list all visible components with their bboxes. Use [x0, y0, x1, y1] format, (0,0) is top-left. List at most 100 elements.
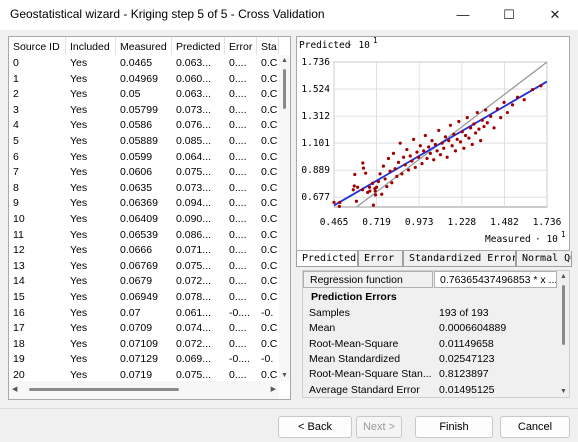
cell-error: 0.... [229, 88, 247, 101]
next-button[interactable]: Next > [356, 416, 402, 438]
back-button[interactable]: < Back [278, 416, 352, 438]
column-header-source-id[interactable]: ︿ Source ID [9, 37, 66, 55]
scroll-up-icon[interactable]: ▲ [560, 273, 567, 280]
y-tick-label: 1.524 [301, 84, 330, 95]
table-row[interactable]: 16 Yes 0.07 0.061... -0.... -0. [9, 306, 279, 322]
tab-normal-qq[interactable]: Normal QQ [516, 251, 572, 267]
data-point [386, 156, 391, 161]
scroll-up-icon[interactable]: ▲ [281, 57, 288, 64]
finish-button[interactable]: Finish [415, 416, 493, 438]
table-row[interactable]: 9 Yes 0.06369 0.094... 0.... 0.C [9, 196, 279, 212]
table-row[interactable]: 1 Yes 0.04969 0.060... 0.... 0.C [9, 72, 279, 88]
data-point [480, 118, 484, 122]
table-vertical-scrollbar[interactable]: ▲ ▼ [279, 55, 290, 381]
table-row[interactable]: 15 Yes 0.06949 0.078... 0.... 0.C [9, 290, 279, 306]
table-row[interactable]: 6 Yes 0.0599 0.064... 0.... 0.C [9, 150, 279, 166]
table-row[interactable]: 19 Yes 0.07129 0.069... -0.... -0. [9, 352, 279, 368]
cell-standardized-error: 0.C [261, 291, 278, 303]
data-point [432, 158, 436, 162]
data-point [396, 160, 401, 164]
cancel-button[interactable]: Cancel [500, 416, 570, 438]
data-point [453, 149, 458, 153]
summary-vertical-scrollbar[interactable]: ▲ ▼ [558, 271, 569, 397]
stat-label: Root-Mean-Square [309, 337, 399, 350]
table-row[interactable]: 8 Yes 0.0635 0.073... 0.... 0.C [9, 181, 279, 197]
table-row[interactable]: 2 Yes 0.05 0.063... 0.... 0.C [9, 87, 279, 103]
tab-predicted[interactable]: Predicted [296, 251, 358, 267]
scroll-thumb[interactable] [562, 285, 565, 345]
table-row[interactable]: 17 Yes 0.0709 0.074... 0.... 0.C [9, 321, 279, 337]
cell-standardized-error: 0.C [261, 150, 278, 163]
x-axis-exponent: · 10 [535, 234, 558, 245]
stat-row: Root-Mean-Square 0.01149658 [303, 337, 557, 353]
cell-predicted: 0.073... [176, 181, 212, 194]
y-tick-label: 0.889 [301, 165, 330, 176]
data-point [412, 137, 416, 141]
table-row[interactable]: 0 Yes 0.0465 0.063... 0.... 0.C [9, 56, 279, 72]
tab-error[interactable]: Error [358, 251, 403, 267]
data-point [539, 84, 543, 88]
table-row[interactable]: 13 Yes 0.06769 0.075... 0.... 0.C [9, 259, 279, 275]
table-row[interactable]: 5 Yes 0.05889 0.085... 0.... 0.C [9, 134, 279, 150]
table-row[interactable]: 4 Yes 0.0586 0.076... 0.... 0.C [9, 118, 279, 134]
scroll-thumb[interactable] [283, 69, 286, 109]
cell-source-id: 19 [13, 353, 25, 366]
cell-predicted: 0.075... [176, 166, 212, 179]
scroll-right-icon[interactable]: ▶ [270, 386, 276, 393]
table-row[interactable]: 3 Yes 0.05799 0.073... 0.... 0.C [9, 103, 279, 119]
table-row[interactable]: 11 Yes 0.06539 0.086... 0.... 0.C [9, 228, 279, 244]
data-point [468, 126, 473, 130]
column-header-predicted[interactable]: Predicted [172, 37, 225, 55]
cell-source-id: 15 [13, 291, 25, 303]
column-header-error[interactable]: Error [225, 37, 257, 55]
scroll-thumb[interactable] [29, 388, 179, 391]
column-header-standardized-error[interactable]: Sta [257, 37, 279, 55]
column-header-measured[interactable]: Measured [116, 37, 172, 55]
data-point [420, 162, 424, 166]
column-header-included[interactable]: Included [66, 37, 116, 55]
cell-included: Yes [70, 135, 88, 147]
regression-function-value[interactable]: 0.76365437496853 * x ... [434, 271, 557, 288]
close-button[interactable]: ✕ [549, 7, 561, 22]
cell-source-id: 10 [13, 213, 25, 225]
table-row[interactable]: 14 Yes 0.0679 0.072... 0.... 0.C [9, 274, 279, 290]
scroll-left-icon[interactable]: ◀ [12, 386, 18, 393]
minimize-button[interactable]: — [456, 7, 470, 22]
cell-standardized-error: 0.C [261, 197, 278, 210]
cell-error: 0.... [229, 57, 247, 69]
y-tick-label: 1.736 [301, 57, 330, 68]
table-row[interactable]: 10 Yes 0.06409 0.090... 0.... 0.C [9, 212, 279, 228]
cell-source-id: 12 [13, 244, 25, 257]
maximize-button[interactable]: ☐ [503, 7, 515, 22]
cell-predicted: 0.060... [176, 72, 212, 85]
cell-predicted: 0.073... [176, 103, 212, 116]
scroll-down-icon[interactable]: ▼ [560, 388, 567, 395]
table-row[interactable]: 20 Yes 0.0719 0.075... 0.... 0.C [9, 368, 279, 384]
data-point [475, 110, 479, 115]
cell-standardized-error: 0.C [261, 135, 278, 147]
table-row[interactable]: 7 Yes 0.0606 0.075... 0.... 0.C [9, 165, 279, 181]
table-row[interactable]: 18 Yes 0.07109 0.072... 0.... 0.C [9, 337, 279, 353]
regression-function-label: Regression function [303, 271, 433, 288]
cell-measured: 0.06949 [120, 291, 158, 303]
stat-label: Mean Standardized [309, 352, 401, 365]
data-point [435, 149, 439, 153]
table-horizontal-scrollbar[interactable]: ◀ ▶ [9, 381, 279, 399]
cell-standardized-error: 0.C [261, 181, 278, 194]
tab-standardized-error[interactable]: Standardized Error [403, 251, 516, 267]
table-row[interactable]: 12 Yes 0.0666 0.071... 0.... 0.C [9, 243, 279, 259]
data-point [484, 108, 488, 112]
data-point [433, 142, 437, 147]
data-point [373, 193, 378, 197]
cross-validation-table[interactable]: ︿ Source ID Included Measured Predicted … [8, 36, 291, 400]
cell-included: Yes [70, 72, 88, 85]
data-point [370, 181, 375, 185]
cell-standardized-error: 0.C [261, 337, 278, 350]
cell-source-id: 20 [13, 369, 25, 381]
data-point [463, 133, 468, 138]
cell-standardized-error: 0.C [261, 72, 278, 85]
scroll-down-icon[interactable]: ▼ [281, 372, 288, 379]
cell-source-id: 11 [13, 228, 24, 241]
cell-error: 0.... [229, 259, 247, 272]
y-axis-exponent-power: 1 [373, 37, 378, 45]
